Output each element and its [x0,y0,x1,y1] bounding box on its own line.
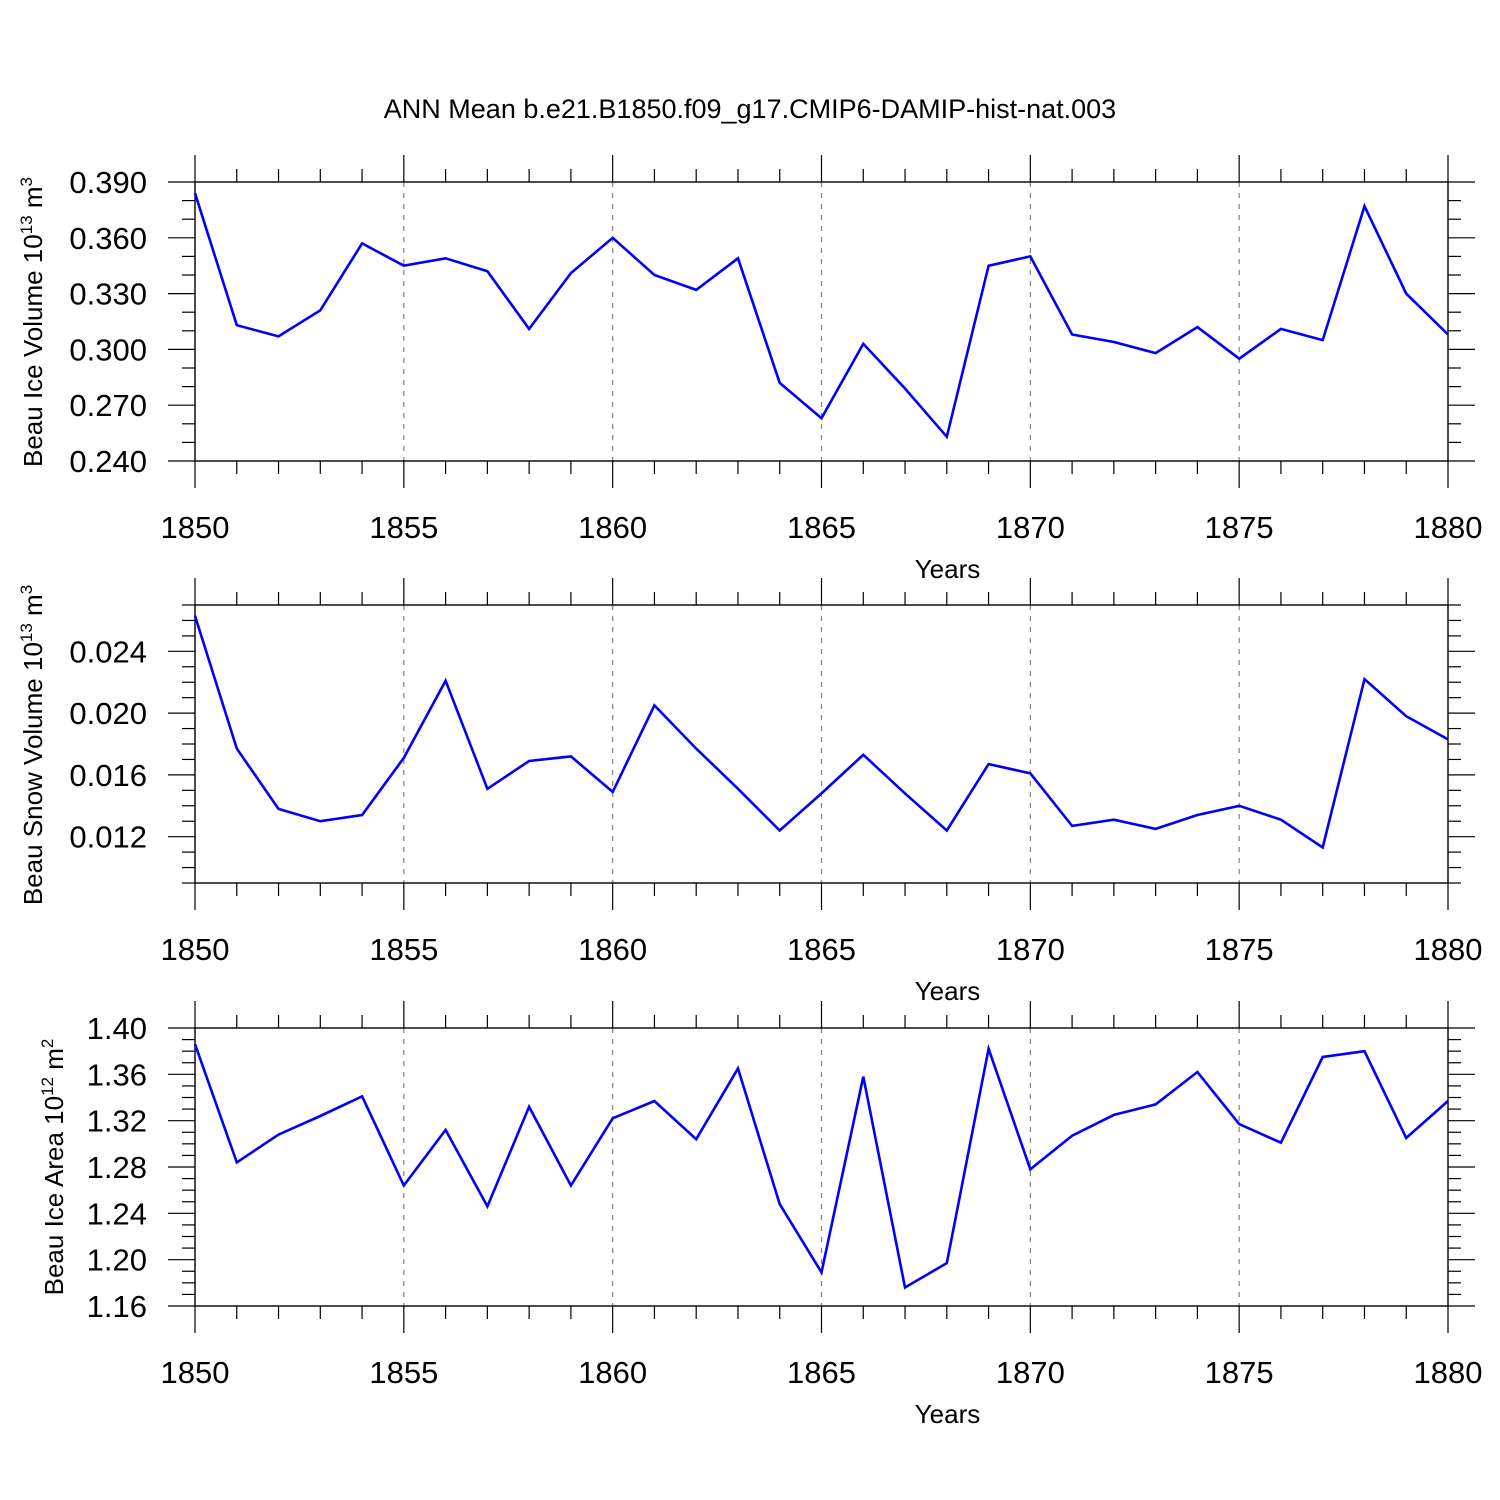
series-line [193,192,1449,440]
y-tick-label: 0.016 [69,758,147,793]
x-tick-label: 1860 [578,510,647,545]
x-tick-label: 1865 [787,1355,856,1390]
y-tick-label: 0.300 [69,332,147,367]
plot-frame [194,1027,1449,1307]
series-line [193,615,1449,850]
x-tick-label: 1870 [996,932,1065,967]
x-tick-label: 1860 [578,1355,647,1390]
x-tick-label: 1875 [1205,1355,1274,1390]
series-line [193,1043,1449,1290]
x-tick-label: 1855 [369,932,438,967]
x-tick-label: 1880 [1414,932,1483,967]
y-axis-label: Beau Ice Volume 1013 m3 [17,177,48,467]
y-axis-label: Beau Snow Volume 1013 m3 [17,585,48,905]
x-tick-label: 1855 [369,1355,438,1390]
x-tick-label: 1860 [578,932,647,967]
y-tick-label: 0.024 [69,634,147,669]
x-tick-label: 1855 [369,510,438,545]
x-tick-label: 1850 [161,510,230,545]
x-tick-label: 1870 [996,510,1065,545]
y-tick-label: 1.36 [87,1057,147,1092]
x-axis-label: Years [915,554,981,584]
x-axis-label: Years [915,976,981,1006]
x-tick-label: 1865 [787,510,856,545]
y-tick-label: 1.20 [87,1243,147,1278]
y-axis-label: Beau Ice Area 1012 m2 [38,1039,69,1296]
x-tick-label: 1865 [787,932,856,967]
x-tick-label: 1850 [161,1355,230,1390]
x-tick-label: 1880 [1414,510,1483,545]
x-tick-label: 1850 [161,932,230,967]
x-tick-label: 1875 [1205,932,1274,967]
x-tick-label: 1870 [996,1355,1065,1390]
y-tick-label: 1.40 [87,1011,147,1046]
y-tick-label: 0.270 [69,388,147,423]
panel-ice-area: 1.16 1.20 1.24 1.28 1.32 1.36 1.40 1850 1855 1860… [38,1001,1482,1429]
y-tick-label: 1.28 [87,1150,147,1185]
y-tick-label: 1.32 [87,1104,147,1139]
x-tick-label: 1880 [1414,1355,1483,1390]
y-tick-label: 1.24 [87,1196,147,1231]
x-tick-label: 1875 [1205,510,1274,545]
y-tick-label: 0.012 [69,820,147,855]
y-tick-label: 0.020 [69,696,147,731]
y-tick-label: 0.360 [69,221,147,256]
chart-title: ANN Mean b.e21.B1850.f09_g17.CMIP6-DAMIP… [384,94,1116,124]
x-axis-label: Years [915,1399,981,1429]
plot-frame [194,604,1449,884]
y-tick-label: 0.330 [69,277,147,312]
y-tick-label: 0.390 [69,165,147,200]
panel-ice-volume: 0.240 0.270 0.300 0.330 0.360 0.390 1850 1855 18… [17,155,1482,584]
y-tick-label: 1.16 [87,1289,147,1324]
y-tick-label: 0.240 [69,444,147,479]
panel-snow-volume: 0.012 0.016 0.020 0.024 1850 1855 1860 1865 1870… [17,578,1482,1006]
